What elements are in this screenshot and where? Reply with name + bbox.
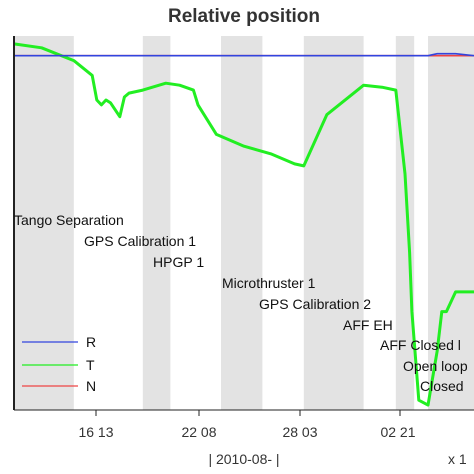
chart-title: Relative position [168, 6, 320, 27]
shaded-band-4 [395, 36, 415, 410]
series-line-r [14, 52, 474, 57]
plot-lines [13, 42, 474, 407]
annotation-gps-calibration-2: GPS Calibration 2 [259, 296, 371, 312]
shaded-band-3 [303, 36, 364, 410]
x-ticks: 16 13 22 08 28 03 02 21 [78, 410, 416, 440]
series-line-t [13, 42, 474, 407]
annotation-tango-separation: Tango Separation [14, 212, 124, 228]
legend: R T N [22, 334, 96, 394]
annotation-gps-calibration-1: GPS Calibration 1 [84, 233, 196, 249]
shaded-band-5 [428, 36, 474, 410]
annotations: Tango Separation GPS Calibration 1 HPGP … [14, 212, 468, 394]
x-tick-label: 02 21 [380, 424, 415, 440]
annotation-aff-eh: AFF EH [343, 317, 393, 333]
legend-label-t: T [86, 357, 95, 373]
x-tick-label: 16 13 [78, 424, 113, 440]
annotation-open-loop: Open loop [403, 358, 468, 374]
annotation-closed: Closed [420, 378, 464, 394]
x-tick-label: 22 08 [181, 424, 216, 440]
annotation-microthruster-1: Microthruster 1 [222, 275, 316, 291]
legend-label-n: N [86, 378, 96, 394]
shaded-band-0 [14, 36, 74, 410]
x-axis-label: | 2010-08- | [208, 451, 279, 467]
annotation-hpgp-1: HPGP 1 [153, 254, 204, 270]
legend-label-r: R [86, 334, 96, 350]
shaded-bands [14, 36, 474, 410]
shaded-band-2 [221, 36, 263, 410]
x-axis-multiplier: x 1 [448, 451, 467, 467]
shaded-band-1 [142, 36, 171, 410]
annotation-aff-closed: AFF Closed l [380, 337, 461, 353]
x-tick-label: 28 03 [282, 424, 317, 440]
